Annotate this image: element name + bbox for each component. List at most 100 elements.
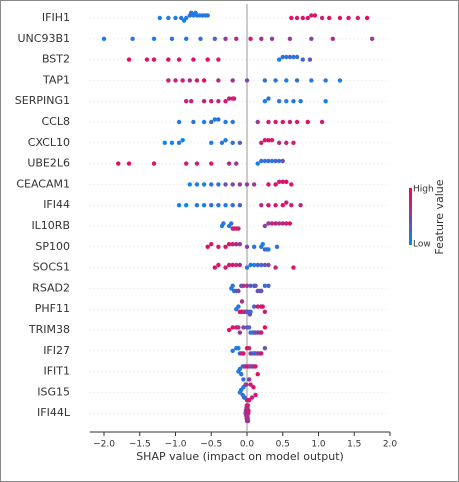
dot xyxy=(176,203,182,208)
dot xyxy=(284,54,289,60)
dot xyxy=(226,161,232,166)
dot xyxy=(309,36,314,41)
dot xyxy=(246,346,252,351)
dot xyxy=(189,10,194,15)
dot xyxy=(201,119,207,125)
dot xyxy=(273,158,278,164)
dot xyxy=(244,265,250,270)
dot xyxy=(184,99,189,104)
dot xyxy=(262,78,268,83)
dot xyxy=(166,15,171,21)
dot xyxy=(309,13,314,18)
dot xyxy=(184,203,189,208)
y-tick-label: SP100 xyxy=(35,240,70,253)
dot xyxy=(191,119,196,125)
dot xyxy=(226,96,232,101)
dot xyxy=(209,161,214,166)
dot xyxy=(212,265,218,270)
dot xyxy=(259,140,264,145)
x-tick-label: 1.5 xyxy=(347,440,361,450)
dot xyxy=(179,15,184,21)
dot xyxy=(327,15,332,21)
dot xyxy=(180,138,185,143)
dot xyxy=(280,179,285,184)
dot xyxy=(287,221,293,226)
dot xyxy=(305,15,310,21)
dot xyxy=(289,182,294,187)
dot xyxy=(230,182,235,187)
dot xyxy=(262,325,268,330)
dot xyxy=(259,158,264,164)
dot xyxy=(151,36,157,41)
dot xyxy=(262,223,268,229)
dot xyxy=(262,138,268,143)
dot xyxy=(298,99,303,104)
dot xyxy=(244,382,249,387)
dot xyxy=(266,247,271,252)
dot xyxy=(237,262,243,268)
dot xyxy=(273,221,278,226)
y-tick-label: CEACAM1 xyxy=(16,177,70,190)
dot xyxy=(287,36,293,41)
dot xyxy=(241,351,246,356)
dot xyxy=(269,36,275,41)
dot xyxy=(219,140,225,145)
dot xyxy=(280,221,285,226)
y-tick-label: UNC93B1 xyxy=(17,32,70,45)
dot xyxy=(236,346,241,351)
dot xyxy=(249,395,255,400)
x-tick-label: −1.5 xyxy=(129,440,151,450)
dot xyxy=(248,283,253,288)
dot xyxy=(294,54,300,60)
dot xyxy=(230,203,235,208)
dot xyxy=(216,117,221,122)
dot xyxy=(236,288,241,294)
dot xyxy=(169,140,175,145)
dot xyxy=(229,221,234,226)
dot xyxy=(276,179,282,184)
dot xyxy=(237,366,243,372)
dot xyxy=(162,140,167,145)
dot xyxy=(209,99,214,104)
dot xyxy=(201,203,207,208)
y-tick-label: IFI44 xyxy=(43,198,70,211)
dot xyxy=(280,158,285,164)
dot xyxy=(234,161,239,166)
dot xyxy=(239,299,245,304)
dot xyxy=(364,15,370,21)
x-tick-label: −2.0 xyxy=(93,440,115,450)
dot xyxy=(319,15,325,21)
dot xyxy=(194,161,200,166)
dot xyxy=(244,244,250,249)
dot xyxy=(280,54,285,60)
dot xyxy=(180,78,185,83)
y-tick-label: IFIH1 xyxy=(42,11,70,24)
dot xyxy=(209,140,214,145)
dot xyxy=(312,13,318,18)
dot xyxy=(284,78,289,83)
dot xyxy=(231,96,237,101)
dot xyxy=(239,372,244,377)
dot xyxy=(230,262,235,268)
y-tick-label: TAP1 xyxy=(42,73,70,86)
colorbar-low: Low xyxy=(413,240,431,250)
dot xyxy=(181,18,187,23)
dot xyxy=(176,57,182,62)
dot xyxy=(266,158,271,164)
dot xyxy=(262,99,268,104)
dot xyxy=(216,57,221,62)
dot xyxy=(234,36,239,41)
dot xyxy=(205,57,210,62)
dot xyxy=(205,13,210,18)
dot xyxy=(259,288,264,294)
dot xyxy=(251,244,257,249)
dot xyxy=(187,182,192,187)
dot xyxy=(251,182,257,187)
dot xyxy=(166,78,171,83)
x-tick-label: 0.0 xyxy=(240,440,255,450)
dot xyxy=(276,99,282,104)
dot xyxy=(151,57,157,62)
dot xyxy=(234,242,239,247)
dot xyxy=(253,392,258,398)
dot xyxy=(223,244,228,249)
